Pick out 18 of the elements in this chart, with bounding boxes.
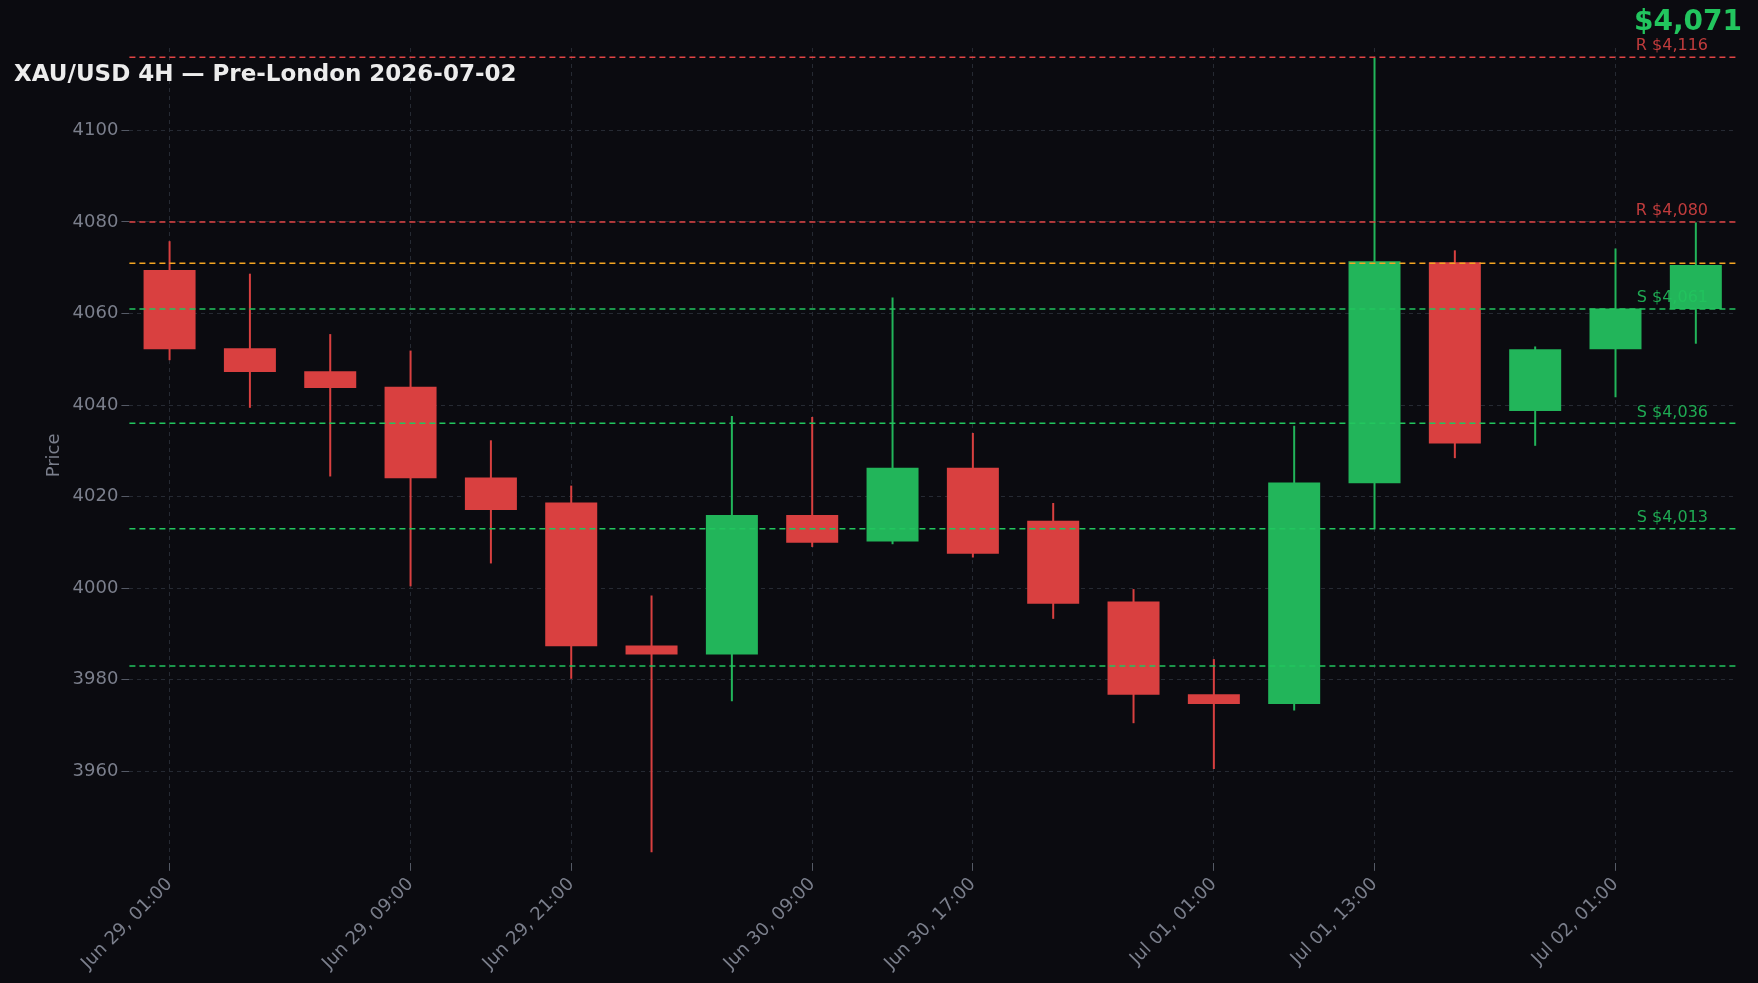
y-tick-label: 3960 [72, 758, 119, 780]
ref-line-label: R $4,080 [1635, 200, 1708, 220]
y-axis-title: Price [42, 433, 64, 478]
ref-line-label: R $4,116 [1635, 35, 1708, 55]
y-tick-label: 4040 [72, 392, 119, 414]
y-tick-label: 4100 [72, 118, 119, 140]
ref-line-label: S $4,013 [1636, 506, 1708, 526]
ref-line-label: S $4,036 [1636, 401, 1708, 421]
y-tick-label: 3980 [72, 667, 119, 689]
y-tick-label: 4000 [72, 575, 119, 597]
candlestick [1187, 658, 1240, 770]
text: XAU/USD 4H — Pre-London 2026-07-02 [14, 60, 517, 86]
candlestick [625, 594, 678, 854]
y-tick-label: 4080 [72, 209, 119, 231]
candlestick [304, 333, 357, 478]
y-tick-label: 4020 [72, 484, 119, 506]
y-tick-label: 4060 [72, 301, 119, 323]
text: $4,071 [1633, 4, 1742, 37]
